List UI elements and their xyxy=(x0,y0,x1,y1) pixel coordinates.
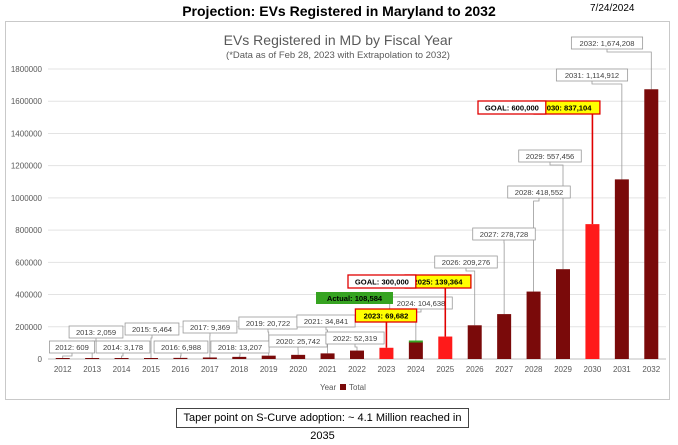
data-label-2013: 2013: 2,059 xyxy=(76,328,116,337)
bar-2030 xyxy=(585,224,599,359)
x-tick-2021: 2021 xyxy=(319,365,337,374)
x-tick-2026: 2026 xyxy=(466,365,484,374)
y-tick-label: 1400000 xyxy=(11,129,43,138)
bar-2020 xyxy=(291,355,305,359)
bar-2017 xyxy=(203,357,217,359)
data-label-2028: 2028: 418,552 xyxy=(515,188,564,197)
y-tick-label: 600000 xyxy=(15,258,42,267)
actual-label: Actual: 108,584 xyxy=(327,294,383,303)
bar-2026 xyxy=(468,325,482,359)
x-tick-2013: 2013 xyxy=(83,365,101,374)
bar-2025 xyxy=(438,337,452,359)
x-tick-2024: 2024 xyxy=(407,365,425,374)
bar-2021 xyxy=(321,353,335,359)
leader-2022 xyxy=(355,344,357,351)
legend-year-label: Year xyxy=(320,383,337,392)
x-tick-2025: 2025 xyxy=(436,365,454,374)
x-tick-2027: 2027 xyxy=(495,365,513,374)
x-tick-2029: 2029 xyxy=(554,365,572,374)
x-tick-2016: 2016 xyxy=(172,365,190,374)
data-label-2016: 2016: 6,988 xyxy=(161,343,201,352)
x-tick-2031: 2031 xyxy=(613,365,631,374)
data-label-2024: 2024: 104,638 xyxy=(397,299,446,308)
leader-2016 xyxy=(180,353,181,358)
leader-2018 xyxy=(239,353,240,357)
bar-2027 xyxy=(497,314,511,359)
ev-chart: EVs Registered in MD by Fiscal Year (*Da… xyxy=(0,0,678,400)
legend-total-swatch xyxy=(340,384,346,390)
bar-2016 xyxy=(173,358,187,359)
data-label-2018: 2018: 13,207 xyxy=(218,343,262,352)
x-tick-2030: 2030 xyxy=(584,365,602,374)
data-label-2017: 2017: 9,369 xyxy=(190,323,230,332)
bar-2023 xyxy=(379,348,393,359)
data-labels: 2012: 609 2013: 2,059 2014: 3,178 2015: 5,4… xyxy=(49,37,642,353)
actual-marker xyxy=(409,341,423,343)
bar-2022 xyxy=(350,351,364,359)
leader-2012 xyxy=(63,353,72,358)
leader-2015 xyxy=(151,335,152,358)
bar-2031 xyxy=(615,179,629,359)
bar-2015 xyxy=(144,358,158,359)
x-tick-2032: 2032 xyxy=(642,365,660,374)
highlight-label-2023: 2023: 69,682 xyxy=(364,312,409,321)
data-label-2032: 2032: 1,674,208 xyxy=(580,39,635,48)
bar-2024 xyxy=(409,342,423,359)
x-tick-2022: 2022 xyxy=(348,365,366,374)
y-axis-ticks: 0 200000 400000 600000 800000 1000000 1200000 1… xyxy=(11,65,43,364)
data-label-2029: 2029: 557,456 xyxy=(526,152,575,161)
x-tick-2020: 2020 xyxy=(289,365,307,374)
leader-2029 xyxy=(550,162,563,269)
x-tick-2018: 2018 xyxy=(230,365,248,374)
legend-total-label: Total xyxy=(349,383,366,392)
highlight-label-2025: 2025: 139,364 xyxy=(414,278,464,287)
y-tick-label: 1000000 xyxy=(11,194,43,203)
data-label-2020: 2020: 25,742 xyxy=(276,337,320,346)
highlight-label-2030: 2030: 837,104 xyxy=(543,104,593,113)
data-label-2022: 2022: 52,319 xyxy=(333,334,377,343)
y-tick-label: 400000 xyxy=(15,291,42,300)
leader-2028 xyxy=(534,198,539,292)
x-tick-2019: 2019 xyxy=(260,365,278,374)
goal-2030-label: GOAL: 600,000 xyxy=(485,104,539,113)
x-tick-2015: 2015 xyxy=(142,365,160,374)
x-axis-ticks: 2012 2013 2014 2015 2016 2017 2018 2019 2020 2021… xyxy=(54,365,661,374)
x-tick-2014: 2014 xyxy=(113,365,131,374)
bar-2013 xyxy=(85,358,99,359)
x-tick-2017: 2017 xyxy=(201,365,219,374)
y-tick-label: 1200000 xyxy=(11,162,43,171)
data-label-2015: 2015: 5,464 xyxy=(132,325,172,334)
leader-2014 xyxy=(122,353,123,358)
x-tick-2028: 2028 xyxy=(525,365,543,374)
bar-2029 xyxy=(556,269,570,359)
bar-2032 xyxy=(644,89,658,359)
bar-2012 xyxy=(56,358,70,359)
data-label-2031: 2031: 1,114,912 xyxy=(565,71,619,80)
legend: Year Total xyxy=(320,383,366,392)
goal-2025-label: GOAL: 300,000 xyxy=(355,278,409,287)
y-tick-label: 1800000 xyxy=(11,65,43,74)
data-label-2027: 2027: 278,728 xyxy=(480,230,529,239)
chart-subtitle: (*Data as of Feb 28, 2023 with Extrapola… xyxy=(226,50,450,61)
data-label-2012: 2012: 609 xyxy=(55,343,89,352)
leader-2031 xyxy=(592,81,622,179)
x-tick-2012: 2012 xyxy=(54,365,72,374)
y-tick-label: 1600000 xyxy=(11,97,43,106)
bar-2014 xyxy=(115,358,129,359)
bar-2019 xyxy=(262,356,276,359)
data-label-2014: 2014: 3,178 xyxy=(103,343,143,352)
y-tick-label: 800000 xyxy=(15,226,42,235)
chart-title: EVs Registered in MD by Fiscal Year xyxy=(224,32,453,48)
data-label-2019: 2019: 20,722 xyxy=(246,319,290,328)
data-label-2021: 2021: 34,841 xyxy=(304,317,348,326)
y-tick-label: 0 xyxy=(38,355,43,364)
footer-note: Taper point on S-Curve adoption: ~ 4.1 M… xyxy=(176,408,469,428)
y-tick-label: 200000 xyxy=(15,323,42,332)
bar-2018 xyxy=(232,357,246,359)
bar-2028 xyxy=(527,292,541,359)
x-tick-2023: 2023 xyxy=(378,365,396,374)
data-label-2026: 2026: 209,276 xyxy=(442,258,491,267)
